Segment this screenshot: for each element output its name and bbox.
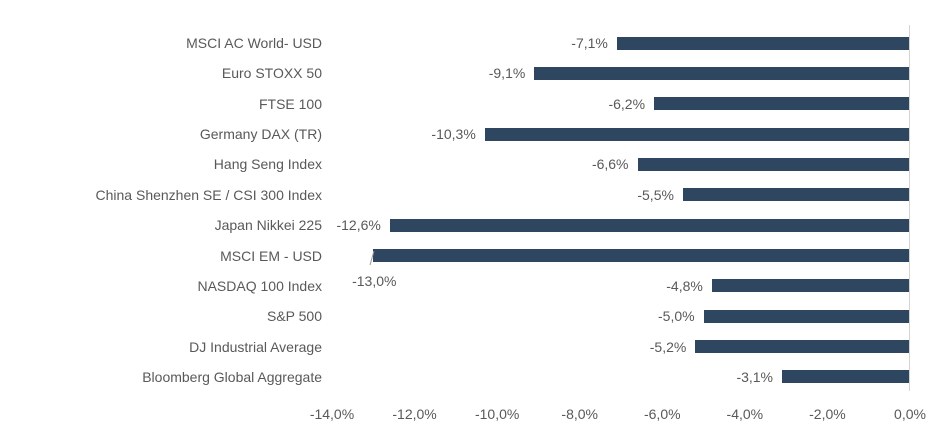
x-axis-tick-label: -4,0% — [726, 406, 764, 422]
value-label: -9,1% — [488, 65, 526, 82]
bar — [682, 188, 910, 202]
category-label: FTSE 100 — [258, 95, 322, 112]
bar — [616, 36, 910, 50]
value-label: -5,5% — [637, 186, 674, 203]
bar — [534, 66, 910, 80]
category-label: Bloomberg Global Aggregate — [142, 368, 322, 385]
x-axis-tick-label: -8,0% — [561, 406, 598, 422]
category-label: MSCI AC World- USD — [186, 35, 322, 51]
x-axis-tick-label: 0,0% — [894, 406, 926, 422]
x-axis-tick-label: -2,0% — [809, 406, 846, 422]
value-label: -12,6% — [336, 217, 381, 234]
category-label: Hang Seng Index — [213, 156, 322, 173]
value-label: -6,2% — [608, 95, 646, 112]
category-label: NASDAQ 100 Index — [197, 277, 322, 294]
bar — [484, 127, 910, 141]
bar — [637, 157, 910, 171]
zero-axis-line — [909, 25, 910, 391]
bar — [695, 340, 910, 354]
value-label: -7,1% — [571, 35, 608, 51]
category-label: DJ Industrial Average — [189, 338, 322, 355]
category-label: S&P 500 — [266, 308, 322, 325]
value-label: -3,1% — [736, 368, 774, 385]
callout-leader-line — [369, 250, 375, 266]
category-label: Japan Nikkei 225 — [214, 217, 322, 234]
bar — [373, 249, 910, 263]
bar — [389, 218, 910, 232]
bar — [711, 279, 910, 293]
category-label: MSCI EM - USD — [220, 247, 322, 264]
value-label: -13,0% — [352, 273, 397, 290]
x-axis-tick-label: -14,0% — [309, 406, 355, 422]
value-label: -6,6% — [591, 156, 629, 173]
bar — [703, 309, 910, 323]
category-label: Euro STOXX 50 — [221, 65, 322, 82]
x-axis-tick-label: -12,0% — [392, 406, 437, 422]
value-label: -5,2% — [649, 338, 687, 355]
category-label: China Shenzhen SE / CSI 300 Index — [95, 186, 322, 203]
value-label: -10,3% — [431, 126, 476, 143]
bar — [654, 97, 910, 111]
x-axis-tick-label: -10,0% — [474, 406, 520, 422]
x-axis-tick-label: -6,0% — [643, 406, 681, 422]
category-label: Germany DAX (TR) — [199, 126, 322, 143]
value-label: -4,8% — [666, 277, 703, 294]
value-label: -5,0% — [658, 308, 695, 325]
bar — [782, 370, 910, 384]
